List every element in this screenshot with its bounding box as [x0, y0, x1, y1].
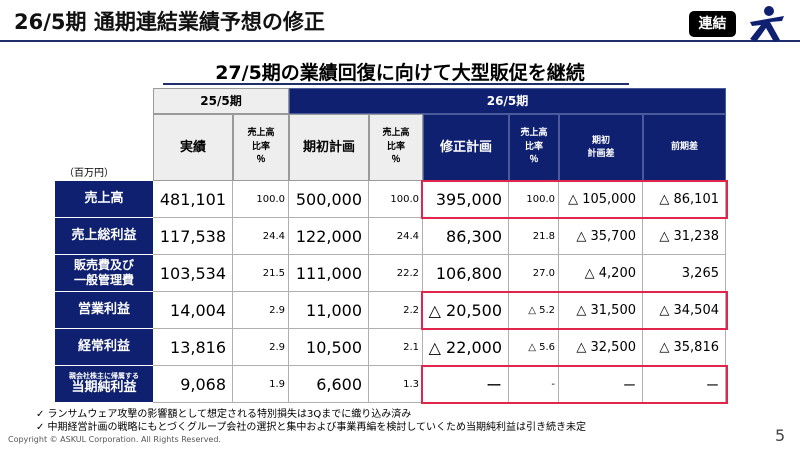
gross-profit-diff-initial: △ 35,700	[559, 218, 643, 255]
subtitle: 27/5期の業績回復に向けて大型販促を継続	[215, 62, 585, 84]
note-item: ✓ ランサムウェア攻撃の影響額として想定される特別損失は3Qまでに織り込み済み	[36, 409, 412, 420]
ordinary-income-actual-ratio: 2.9	[233, 329, 289, 366]
sga-diff-initial: △ 4,200	[559, 255, 643, 292]
col-initial: 期初計画	[289, 114, 369, 181]
gross-profit-revised-ratio: 21.8	[509, 218, 559, 255]
note-item: ✓ 中期経営計画の戦略にもとづくグループ会社の選択と集中および事業再編を検討して…	[36, 422, 587, 433]
row-label-sga: 販売費及び 一般管理費	[55, 255, 153, 292]
net-income-actual-ratio: 1.9	[233, 366, 289, 403]
sga-initial: 111,000	[289, 255, 369, 292]
col-revised-ratio: 売上高 比率％	[509, 114, 559, 181]
sga-actual: 103,534	[153, 255, 233, 292]
sga-revised: 106,800	[423, 255, 509, 292]
sga-diff-prev: 3,265	[643, 255, 726, 292]
askul-logo-icon	[750, 6, 784, 42]
ordinary-income-actual: 13,816	[153, 329, 233, 366]
page-number: 5	[775, 426, 786, 445]
row-label-net-income: 親会社株主に帰属する 当期純利益	[55, 366, 153, 403]
ordinary-income-initial: 10,500	[289, 329, 369, 366]
operating-income-actual: 14,004	[153, 292, 233, 329]
net-income-initial: 6,600	[289, 366, 369, 403]
net-income-initial-ratio: 1.3	[369, 366, 423, 403]
row-label-operating-income: 営業利益	[55, 292, 153, 329]
title-divider	[0, 40, 800, 42]
operating-income-initial-ratio: 2.2	[369, 292, 423, 329]
sales-initial: 500,000	[289, 181, 369, 218]
subtitle-underline	[163, 83, 629, 85]
gross-profit-actual: 117,538	[153, 218, 233, 255]
ordinary-income-initial-ratio: 2.1	[369, 329, 423, 366]
col-revised: 修正計画	[423, 114, 509, 181]
ordinary-income-revised-ratio: △ 5.6	[509, 329, 559, 366]
ordinary-income-revised: △ 22,000	[423, 329, 509, 366]
operating-income-actual-ratio: 2.9	[233, 292, 289, 329]
period-prev-header: 25/5期	[153, 88, 289, 114]
row-label-ordinary-income: 経常利益	[55, 329, 153, 366]
consolidated-badge: 連結	[689, 11, 736, 37]
highlight-sales-row	[421, 180, 728, 219]
row-label-sales: 売上高	[55, 181, 153, 218]
col-actual-ratio: 売上高 比率％	[233, 114, 289, 181]
page-title: 26/5期 通期連結業績予想の修正	[14, 10, 325, 34]
sga-initial-ratio: 22.2	[369, 255, 423, 292]
highlight-operating-income-row	[421, 291, 728, 330]
row-label-gross-profit: 売上総利益	[55, 218, 153, 255]
ordinary-income-diff-initial: △ 32,500	[559, 329, 643, 366]
gross-profit-actual-ratio: 24.4	[233, 218, 289, 255]
sga-actual-ratio: 21.5	[233, 255, 289, 292]
ordinary-income-diff-prev: △ 35,816	[643, 329, 726, 366]
unit-label: （百万円）	[64, 168, 114, 179]
col-diff-prev: 前期差	[643, 114, 726, 181]
gross-profit-revised: 86,300	[423, 218, 509, 255]
copyright: Copyright © ASKUL Corporation. All Right…	[8, 435, 221, 444]
col-initial-ratio: 売上高 比率％	[369, 114, 423, 181]
sga-revised-ratio: 27.0	[509, 255, 559, 292]
gross-profit-initial: 122,000	[289, 218, 369, 255]
gross-profit-diff-prev: △ 31,238	[643, 218, 726, 255]
sales-actual: 481,101	[153, 181, 233, 218]
sales-actual-ratio: 100.0	[233, 181, 289, 218]
period-curr-header: 26/5期	[289, 88, 726, 114]
gross-profit-initial-ratio: 24.4	[369, 218, 423, 255]
highlight-net-income-row	[421, 365, 728, 404]
net-income-actual: 9,068	[153, 366, 233, 403]
sales-initial-ratio: 100.0	[369, 181, 423, 218]
operating-income-initial: 11,000	[289, 292, 369, 329]
col-diff-initial: 期初 計画差	[559, 114, 643, 181]
col-actual: 実績	[153, 114, 233, 181]
